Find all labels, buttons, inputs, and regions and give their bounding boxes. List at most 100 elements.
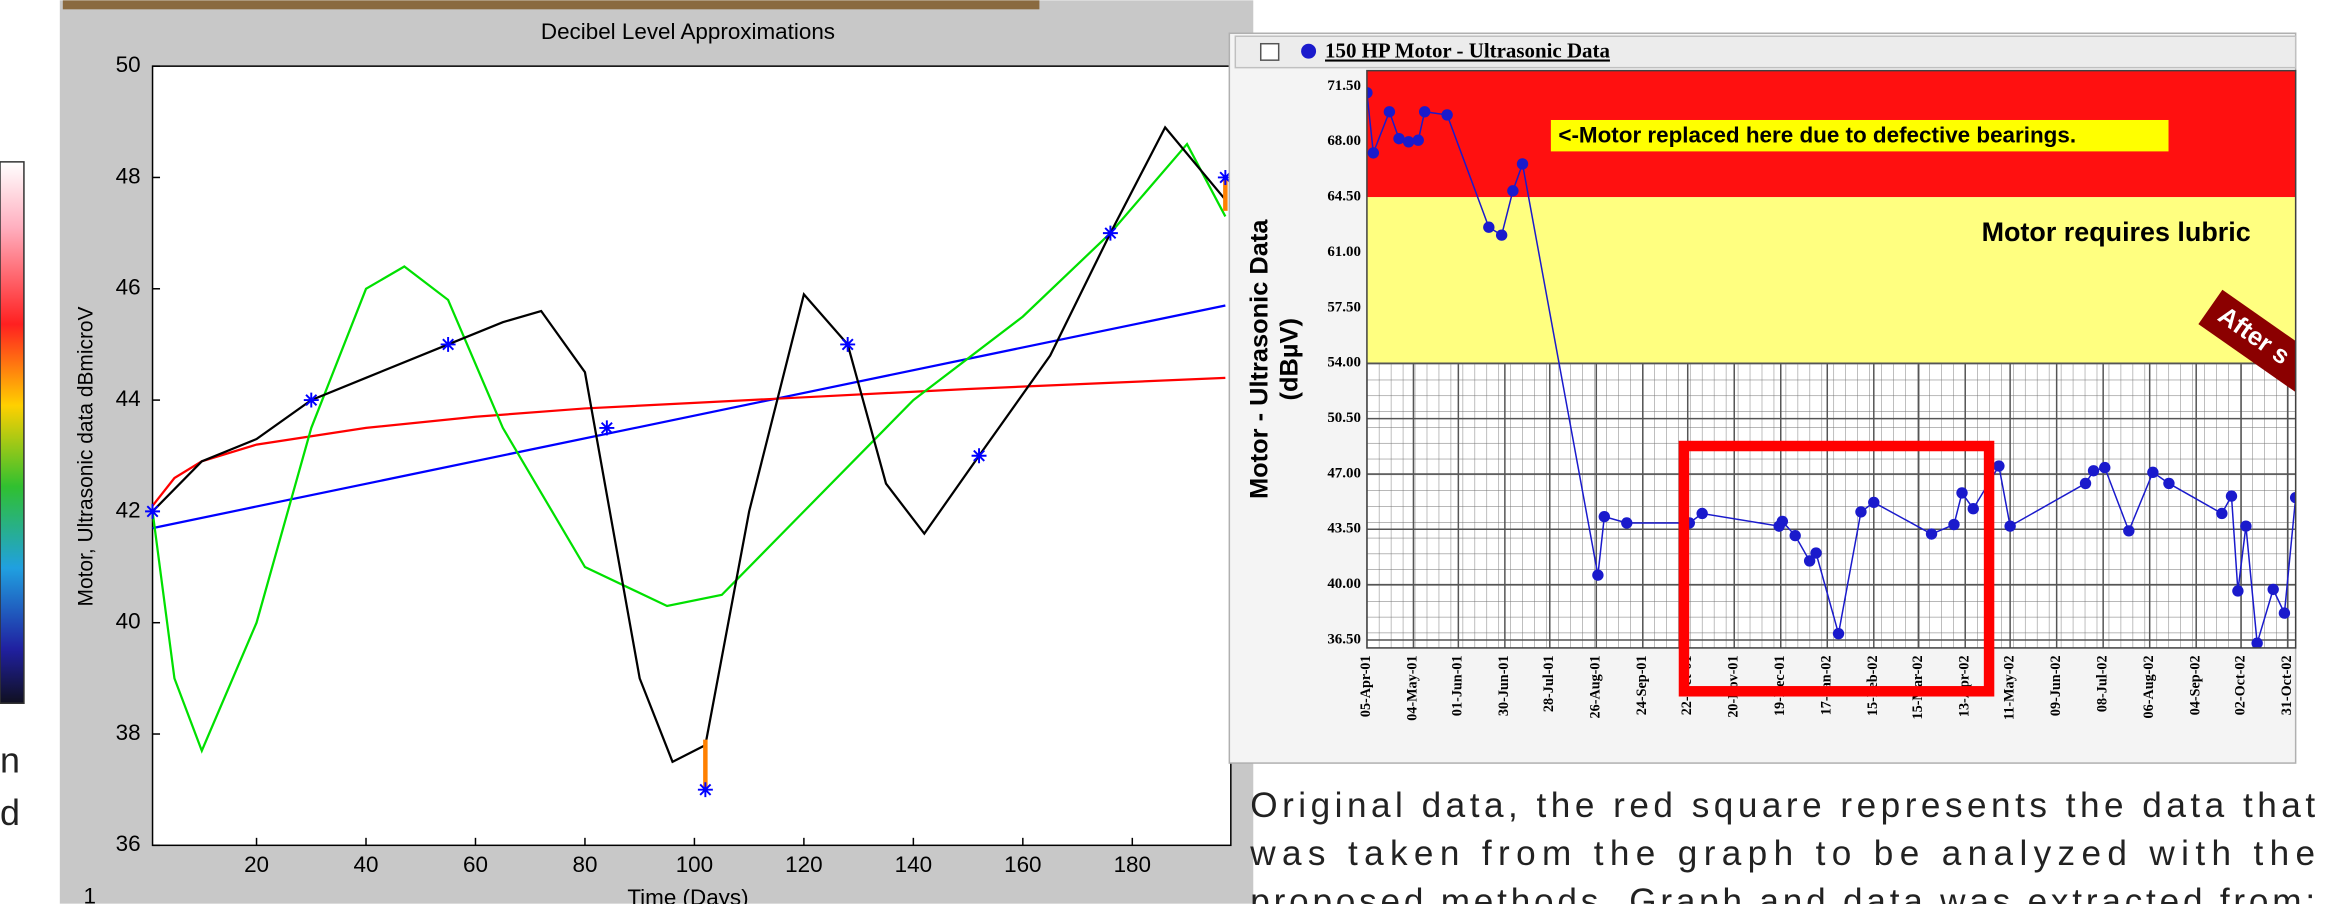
data-point — [1402, 136, 1415, 148]
data-point — [1967, 503, 1979, 515]
data-point — [2240, 520, 2252, 532]
highlight-box — [1678, 440, 1995, 697]
series-line — [152, 304, 1226, 530]
x-tick-label: 09-Jun-02 — [2048, 655, 2064, 716]
plot-border — [1366, 69, 2297, 649]
y-tick-label: 36.50 — [1327, 631, 1361, 647]
data-point — [1696, 507, 1708, 520]
x-tick-label: 01-Jun-01 — [1450, 655, 1466, 716]
data-point — [1832, 627, 1845, 640]
data-point — [1483, 221, 1495, 233]
caption-line: was taken from the graph to be analyzed … — [1249, 834, 2315, 873]
data-point — [440, 336, 456, 352]
text-fragment: d — [0, 793, 20, 833]
data-point — [840, 336, 856, 352]
data-point — [1507, 185, 1519, 197]
x-axis-label: Time (Days) — [627, 885, 748, 904]
text-fragment: n — [0, 741, 20, 781]
photo-strip — [62, 0, 1040, 10]
plot-area — [151, 65, 1232, 847]
series-line — [151, 376, 1226, 507]
y-tick-label: 50.50 — [1327, 410, 1361, 426]
data-point — [971, 448, 987, 464]
data-point — [1495, 229, 1508, 241]
x-tick-label: 08-Jul-02 — [2094, 655, 2110, 712]
data-point — [1789, 529, 1801, 542]
x-tick-label: 02-Oct-02 — [2232, 655, 2248, 715]
data-point — [1956, 487, 1968, 499]
x-tick-label: 24-Sep-01 — [1634, 655, 1650, 715]
y-tick-label: 47.00 — [1327, 465, 1361, 481]
caption-line: Original data, the red square represents… — [1250, 786, 2315, 825]
x-tick-label: 80 — [572, 852, 597, 877]
y-tick-label: 48 — [116, 163, 141, 188]
data-point — [2079, 477, 2092, 490]
data-point — [1993, 460, 2005, 472]
y-tick-label: 38 — [116, 720, 141, 745]
data-point — [1412, 134, 1424, 146]
y-tick-label: 68.00 — [1327, 133, 1361, 149]
data-point — [599, 420, 615, 436]
data-point — [1776, 515, 1789, 528]
annotation: Motor requires lubric — [1982, 217, 2251, 247]
x-tick-label: 17-Jan-02 — [1819, 655, 1835, 715]
x-tick-label: 04-May-01 — [1405, 655, 1421, 720]
x-tick-label: 20 — [244, 852, 269, 877]
title-bar — [1234, 35, 2297, 69]
y-tick-label: 61.00 — [1327, 244, 1361, 260]
y-tick-label: 42 — [116, 497, 141, 522]
data-point — [1598, 510, 1610, 523]
data-point — [1383, 106, 1396, 118]
data-point — [2225, 490, 2238, 502]
x-tick-label: 160 — [1004, 852, 1041, 877]
x-tick-label: 04-Sep-02 — [2187, 655, 2203, 715]
chart-title: 150 HP Motor - Ultrasonic Data — [1325, 38, 1610, 62]
y-tick-label: 36 — [116, 831, 141, 856]
x-tick-label: 140 — [895, 852, 932, 877]
data-point — [1367, 147, 1380, 159]
x-tick-label: 180 — [1114, 852, 1151, 877]
window-icon[interactable] — [1259, 42, 1280, 61]
annotation-box — [1550, 119, 2169, 152]
data-point — [1418, 106, 1431, 118]
data-point — [2147, 466, 2159, 479]
data-point — [1366, 87, 1373, 99]
y-tick-label: 43.50 — [1327, 521, 1361, 537]
data-point — [2267, 583, 2279, 596]
data-point — [2251, 637, 2263, 648]
colorbar — [0, 161, 25, 704]
plot-clip: <-Motor replaced here due to defective b… — [1366, 70, 2296, 648]
text-fragment: 1 — [83, 884, 95, 904]
y-tick-label: 54.00 — [1327, 355, 1361, 371]
data-point — [145, 503, 161, 519]
threshold-band — [1366, 197, 2296, 364]
y-tick-label: 40 — [116, 609, 141, 634]
y-axis-label: (dBµV) — [1275, 318, 1303, 400]
caption-line: proposed methods. Graph and data was ext… — [1250, 882, 2315, 904]
data-point — [1868, 496, 1880, 509]
minor-grid — [1366, 363, 2296, 648]
y-tick-label: 71.50 — [1327, 78, 1361, 94]
data-point — [1516, 158, 1529, 170]
x-tick-label: 120 — [785, 852, 822, 877]
data-point — [2123, 525, 2135, 537]
x-tick-label: 11-May-02 — [2001, 655, 2017, 720]
annotation: <-Motor replaced here due to defective b… — [1558, 122, 2076, 147]
series-line — [151, 125, 1227, 764]
data-point — [1948, 518, 1960, 531]
x-tick-label: 06-Aug-02 — [2141, 655, 2157, 718]
series-line — [151, 142, 1227, 754]
data-point — [2004, 520, 2016, 532]
data-point — [1855, 506, 1867, 518]
x-tick-label: 31-Oct-02 — [2279, 655, 2295, 715]
data-point — [1393, 132, 1405, 145]
data-point — [1925, 528, 1938, 540]
data-point — [1217, 169, 1233, 185]
data-point — [2163, 477, 2175, 490]
annotation-box — [2198, 289, 2296, 410]
x-tick-label: 100 — [676, 852, 713, 877]
series-icon — [1301, 43, 1317, 59]
y-axis-label: Motor - Ultrasonic Data — [1245, 219, 1273, 499]
data-point — [1592, 569, 1604, 581]
